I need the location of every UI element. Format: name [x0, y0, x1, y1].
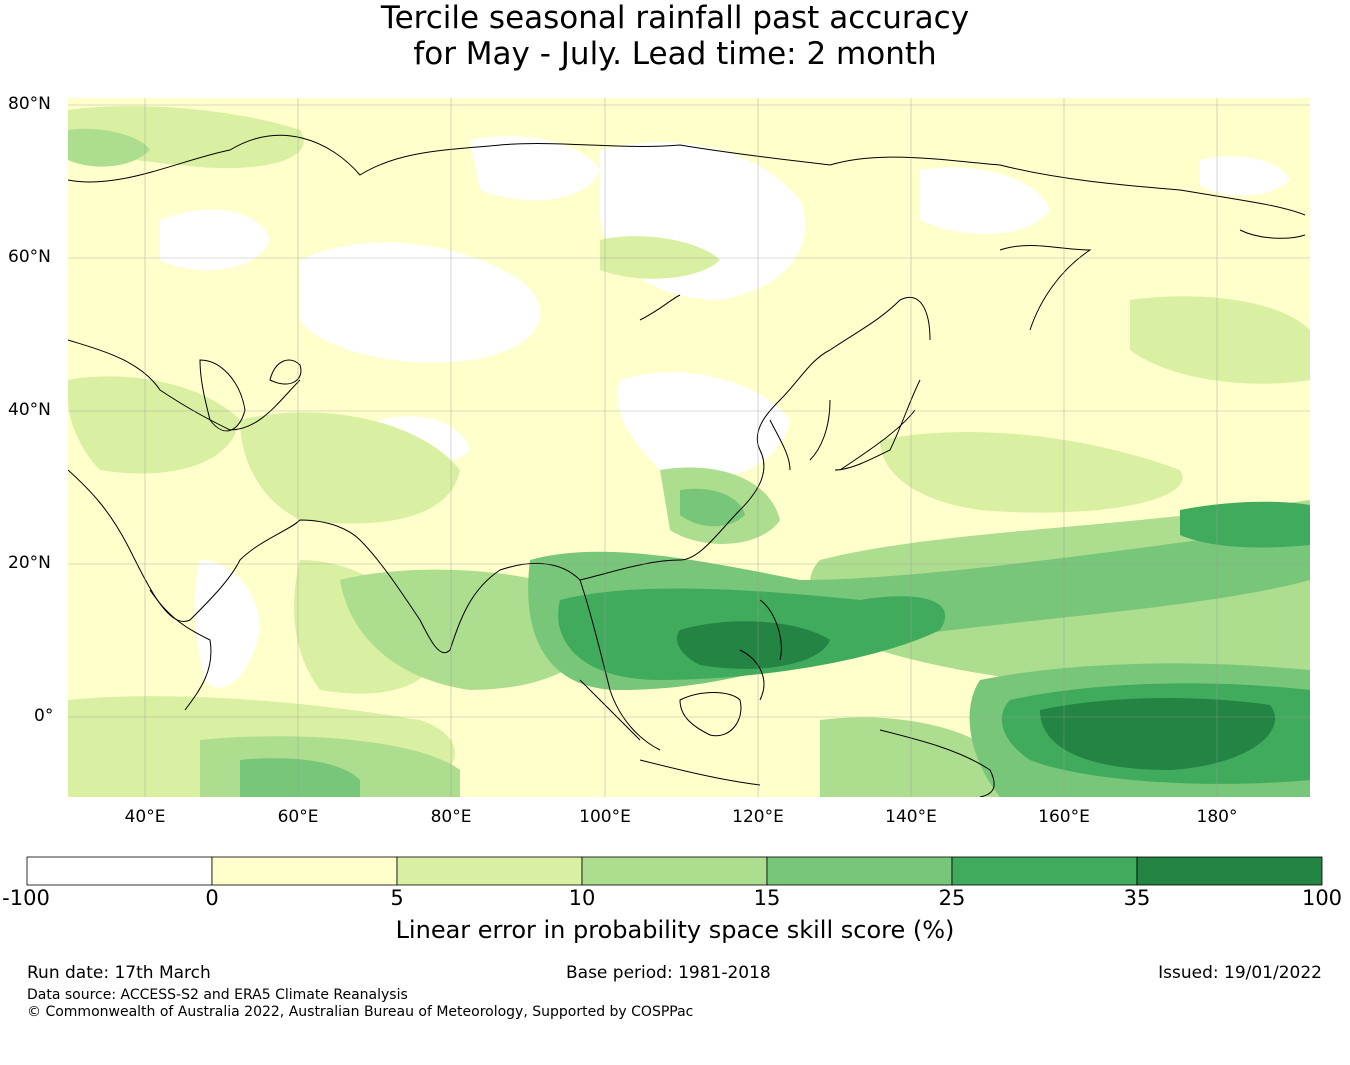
lon-label-60e: 60°E	[277, 807, 319, 827]
map-gridlines	[68, 98, 1310, 797]
lon-label-80e: 80°E	[430, 807, 472, 827]
colorbar-tick-5: 5	[390, 886, 404, 910]
negative-skill-regions	[160, 136, 1290, 688]
lat-label-20n: 20°N	[8, 553, 51, 573]
coastlines	[68, 134, 1306, 797]
colorbar-bin-neg100-0	[26, 856, 213, 886]
lat-label-80n: 80°N	[8, 94, 51, 114]
colorbar-bin-0-5	[211, 856, 398, 886]
lon-label-180: 180°	[1196, 807, 1238, 827]
colorbar-tick-35: 35	[1123, 886, 1151, 910]
run-date: Run date: 17th March	[27, 963, 211, 983]
lon-label-120e: 120°E	[732, 807, 784, 827]
base-period: Base period: 1981-2018	[566, 963, 771, 983]
lon-label-100e: 100°E	[579, 807, 631, 827]
lat-label-0: 0°	[34, 706, 54, 726]
colorbar-bin-25-35	[951, 856, 1138, 886]
colorbar-tick-15: 15	[753, 886, 781, 910]
colorbar-bin-10-15	[581, 856, 768, 886]
lat-label-60n: 60°N	[8, 247, 51, 267]
data-source: Data source: ACCESS-S2 and ERA5 Climate …	[27, 987, 408, 1003]
colorbar-tick-10: 10	[568, 886, 596, 910]
skill-score-map	[68, 98, 1310, 797]
issued-date: Issued: 19/01/2022	[1158, 963, 1322, 983]
lon-label-160e: 160°E	[1038, 807, 1090, 827]
lon-label-140e: 140°E	[885, 807, 937, 827]
colorbar-tick-100: 100	[1301, 886, 1343, 910]
colorbar-label: Linear error in probability space skill …	[395, 916, 955, 944]
chart-title-line-1: Tercile seasonal rainfall past accuracy	[380, 0, 970, 36]
chart-title-line-2: for May - July. Lead time: 2 month	[413, 36, 937, 72]
colorbar-bin-35-100	[1136, 856, 1323, 886]
colorbar-bin-5-10	[396, 856, 583, 886]
copyright-notice: © Commonwealth of Australia 2022, Austra…	[27, 1004, 694, 1020]
colorbar	[26, 856, 1323, 886]
colorbar-tick-neg100: -100	[2, 886, 50, 910]
skill-35-100-regions	[676, 621, 1276, 770]
lat-label-40n: 40°N	[8, 400, 51, 420]
colorbar-tick-25: 25	[938, 886, 966, 910]
lon-label-40e: 40°E	[124, 807, 166, 827]
colorbar-tick-0: 0	[205, 886, 219, 910]
colorbar-bin-15-25	[766, 856, 953, 886]
